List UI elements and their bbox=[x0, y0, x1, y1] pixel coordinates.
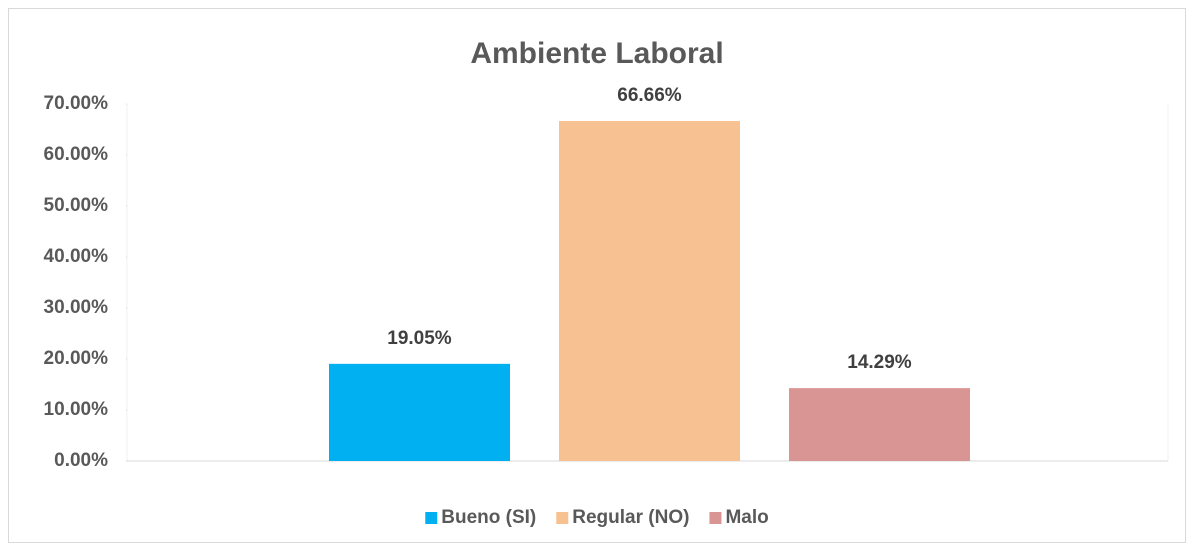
data-label: 66.66% bbox=[617, 85, 682, 106]
y-tick-label: 20.00% bbox=[44, 348, 109, 369]
legend-swatch bbox=[556, 512, 569, 524]
data-label: 14.29% bbox=[847, 352, 912, 373]
legend-label: Regular (NO) bbox=[572, 507, 689, 528]
y-tick-label: 60.00% bbox=[44, 144, 109, 165]
legend-swatch bbox=[709, 512, 722, 524]
chart-title: Ambiente Laboral bbox=[470, 37, 723, 70]
bar bbox=[559, 121, 740, 461]
legend-swatch bbox=[425, 512, 438, 524]
y-tick-label: 50.00% bbox=[44, 195, 109, 216]
y-tick-label: 40.00% bbox=[44, 246, 109, 267]
y-tick-label: 10.00% bbox=[44, 399, 109, 420]
y-tick-label: 30.00% bbox=[44, 297, 109, 318]
y-tick-label: 0.00% bbox=[54, 450, 108, 471]
bar bbox=[789, 388, 970, 461]
bar bbox=[329, 363, 510, 461]
y-tick-label: 70.00% bbox=[44, 93, 109, 114]
data-label: 19.05% bbox=[387, 328, 452, 349]
legend-label: Bueno (SI) bbox=[441, 507, 536, 528]
legend-label: Malo bbox=[725, 507, 768, 528]
